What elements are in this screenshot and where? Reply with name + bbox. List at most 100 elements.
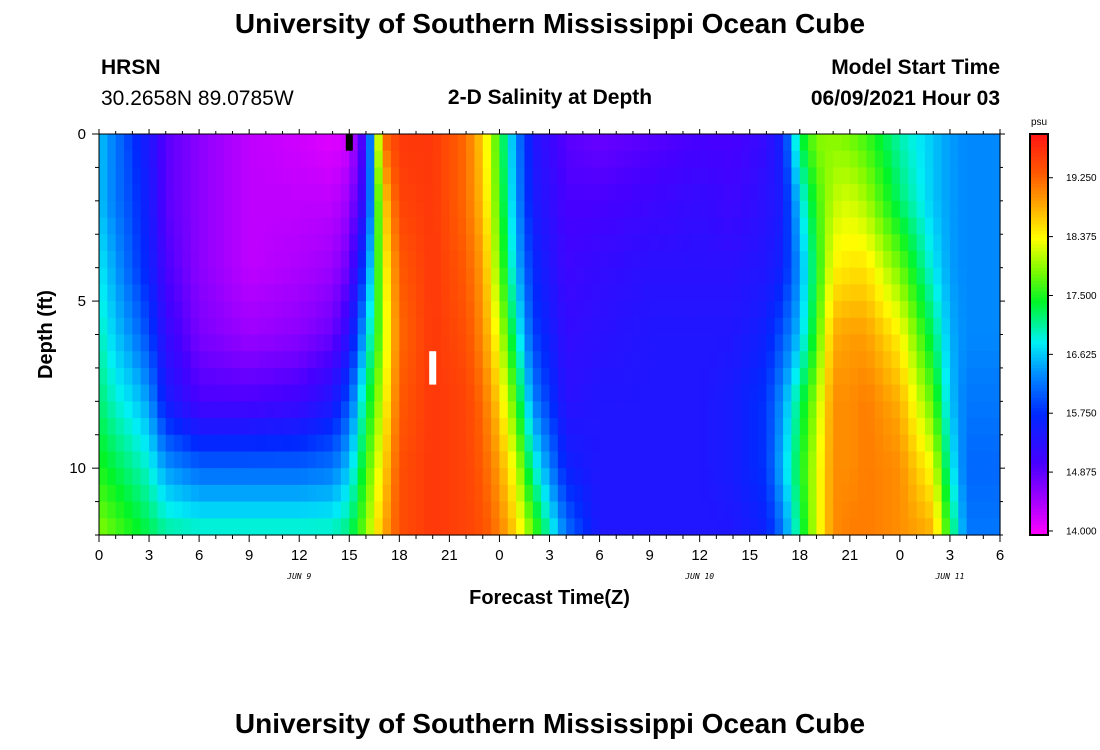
heatmap-cell (858, 451, 868, 469)
heatmap-cell (99, 334, 108, 352)
heatmap-cell (299, 134, 309, 152)
heatmap-cell (299, 351, 309, 369)
heatmap-cell (532, 167, 542, 185)
heatmap-cell (132, 351, 142, 369)
heatmap-cell (299, 334, 309, 352)
heatmap-cell (758, 501, 767, 519)
heatmap-cell (557, 334, 567, 352)
heatmap-cell (290, 418, 300, 436)
heatmap-cell (733, 434, 742, 453)
heatmap-cell (457, 468, 467, 486)
heatmap-cell (290, 367, 300, 386)
colorbar-segment (1030, 404, 1048, 409)
heatmap-cell (616, 284, 626, 302)
heatmap-cell (532, 317, 542, 336)
heatmap-cell (682, 501, 692, 519)
colorbar-segment (1030, 501, 1048, 506)
heatmap-cell (499, 134, 509, 152)
heatmap-cell (849, 217, 859, 235)
heatmap-cell (607, 267, 617, 285)
heatmap-cell (549, 134, 559, 152)
heatmap-cell (983, 200, 993, 219)
heatmap-cell (324, 367, 334, 386)
heatmap-cell (432, 200, 442, 219)
heatmap-cell (657, 434, 667, 453)
heatmap-cell (541, 150, 551, 169)
heatmap-cell (858, 468, 868, 486)
heatmap-cell (290, 468, 300, 486)
heatmap-cell (741, 484, 751, 503)
heatmap-cell (783, 184, 793, 202)
heatmap-cell (557, 484, 567, 503)
heatmap-cell (833, 150, 843, 169)
heatmap-cell (232, 351, 242, 369)
heatmap-cell (491, 501, 501, 519)
heatmap-cell (349, 217, 359, 235)
heatmap-cell (340, 167, 350, 185)
heatmap-cell (616, 184, 626, 202)
heatmap-cell (883, 518, 893, 536)
heatmap-cell (115, 150, 125, 169)
heatmap-cell (749, 518, 759, 536)
heatmap-cell (199, 284, 209, 302)
heatmap-cell (132, 418, 142, 436)
heatmap-cell (766, 317, 776, 336)
date-label: JUN 10 (684, 572, 714, 581)
heatmap-cell (766, 451, 776, 469)
heatmap-cell (741, 301, 751, 319)
heatmap-cell (507, 267, 517, 285)
heatmap-cell (357, 334, 367, 352)
heatmap-cell (833, 484, 843, 503)
heatmap-cell (799, 351, 809, 369)
heatmap-cell (274, 451, 284, 469)
heatmap-cell (833, 367, 843, 386)
heatmap-cell (958, 367, 968, 386)
heatmap-cell (165, 367, 175, 386)
heatmap-cell (682, 250, 692, 269)
heatmap-cell (190, 384, 200, 402)
heatmap-cell (833, 384, 843, 402)
heatmap-cell (941, 501, 951, 519)
heatmap-cell (933, 451, 943, 469)
heatmap-cell (182, 518, 192, 536)
heatmap-cell (524, 367, 534, 386)
heatmap-cell (966, 301, 976, 319)
heatmap-cell (924, 451, 934, 469)
heatmap-cell (541, 167, 551, 185)
heatmap-cell (107, 250, 117, 269)
heatmap-cell (599, 468, 609, 486)
heatmap-cell (783, 451, 793, 469)
heatmap-cell (390, 217, 400, 235)
heatmap-cell (416, 484, 425, 503)
heatmap-cell (866, 200, 876, 219)
heatmap-cell (324, 317, 334, 336)
heatmap-cell (733, 150, 742, 169)
heatmap-cell (349, 451, 359, 469)
heatmap-cell (991, 384, 1001, 402)
heatmap-cell (899, 501, 909, 519)
heatmap-cell (132, 334, 142, 352)
heatmap-cell (941, 384, 951, 402)
heatmap-cell (240, 468, 250, 486)
colorbar-segment (1030, 518, 1048, 523)
heatmap-cell (315, 518, 325, 536)
heatmap-cell (199, 150, 209, 169)
heatmap-cell (140, 301, 150, 319)
colorbar-segment (1030, 347, 1048, 352)
heatmap-cell (666, 134, 676, 152)
heatmap-cell (958, 217, 968, 235)
heatmap-cell (240, 451, 250, 469)
heatmap-cell (791, 401, 801, 419)
heatmap-cell (599, 518, 609, 536)
heatmap-cell (449, 334, 459, 352)
heatmap-cell (365, 434, 375, 453)
heatmap-cell (649, 367, 659, 386)
heatmap-cell (499, 167, 509, 185)
heatmap-cell (524, 267, 534, 285)
heatmap-cell (591, 134, 601, 152)
heatmap-cell (682, 134, 692, 152)
heatmap-cell (974, 484, 984, 503)
heatmap-cell (808, 384, 818, 402)
heatmap-cell (849, 434, 859, 453)
heatmap-cell (449, 167, 459, 185)
